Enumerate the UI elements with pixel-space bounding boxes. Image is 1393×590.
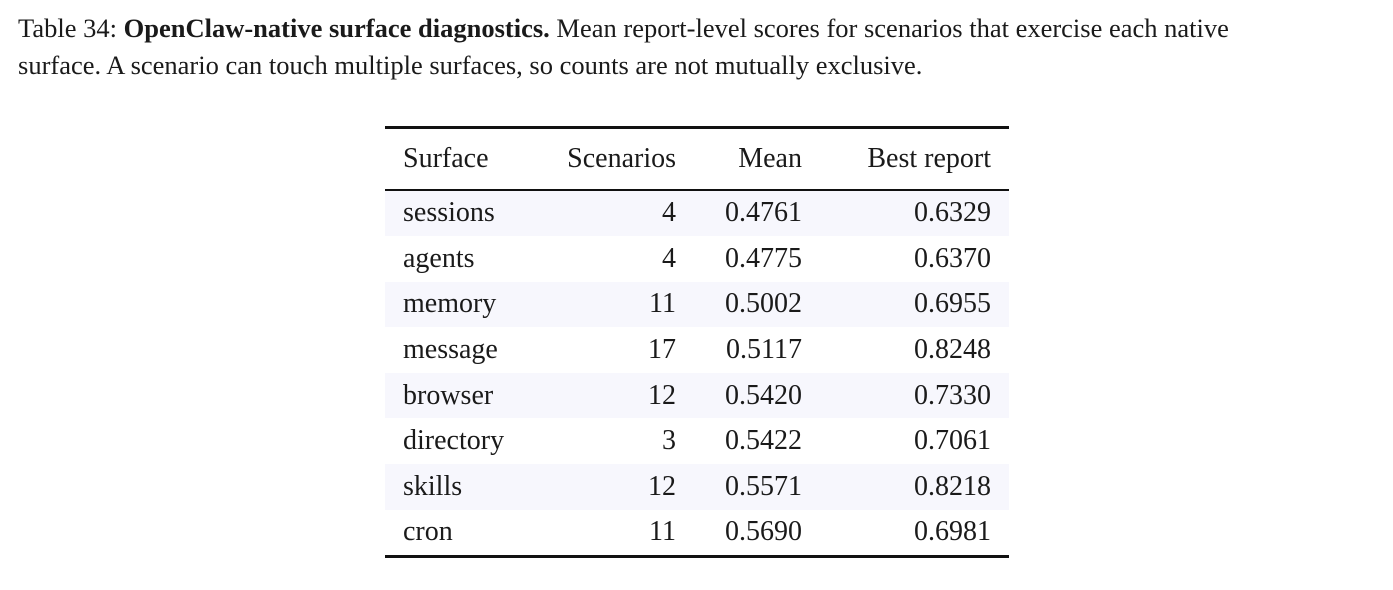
caption-label: Table 34: <box>18 13 124 43</box>
table-row: sessions 4 0.4761 0.6329 <box>385 190 1009 237</box>
cell-scenarios: 11 <box>539 281 700 328</box>
cell-surface: sessions <box>385 190 539 237</box>
table-row: cron 11 0.5690 0.6981 <box>385 510 1009 556</box>
caption-title: OpenClaw-native surface diagnostics. <box>123 13 550 43</box>
table-header-row: Surface Scenarios Mean Best report <box>385 129 1009 189</box>
table-row: message 17 0.5117 0.8248 <box>385 327 1009 373</box>
cell-mean: 0.4775 <box>725 242 802 274</box>
table-bottom-rule <box>385 555 1009 559</box>
cell-scenarios: 12 <box>539 464 700 510</box>
header-surface: Surface <box>403 143 489 174</box>
cell-scenarios: 4 <box>662 242 676 274</box>
table-header-rule <box>385 189 1009 191</box>
cell-surface: skills <box>385 464 539 510</box>
cell-best-report: 0.6981 <box>914 516 991 548</box>
cell-mean: 0.5420 <box>700 372 826 419</box>
caption-line-2: surface. A scenario can touch multiple s… <box>18 50 923 80</box>
cell-mean: 0.5002 <box>700 281 826 328</box>
table-row: directory 3 0.5422 0.7061 <box>385 418 1009 464</box>
cell-surface: browser <box>385 372 539 419</box>
caption-line-1: Table 34: OpenClaw-native surface diagno… <box>18 10 1383 47</box>
table-caption: Table 34: OpenClaw-native surface diagno… <box>18 10 1383 84</box>
cell-mean: 0.5690 <box>725 516 802 548</box>
cell-mean: 0.4761 <box>700 190 826 237</box>
header-best-report: Best report <box>867 143 991 174</box>
table-row: browser 12 0.5420 0.7330 <box>385 372 1009 419</box>
cell-surface: directory <box>403 425 505 457</box>
cell-surface: agents <box>403 242 475 274</box>
cell-best-report: 0.6329 <box>826 190 1009 237</box>
table-row: agents 4 0.4775 0.6370 <box>385 236 1009 282</box>
surface-diagnostics-table-body: sessions 4 0.4761 0.6329 agents 4 0.4775… <box>385 190 1009 556</box>
table-row: memory 11 0.5002 0.6955 <box>385 281 1009 328</box>
cell-scenarios: 3 <box>662 425 676 457</box>
cell-best-report: 0.6955 <box>826 281 1009 328</box>
cell-scenarios: 11 <box>649 516 676 548</box>
cell-mean: 0.5117 <box>726 334 802 366</box>
header-mean: Mean <box>738 143 802 174</box>
table-row: skills 12 0.5571 0.8218 <box>385 464 1009 510</box>
cell-scenarios: 12 <box>539 372 700 419</box>
cell-best-report: 0.7061 <box>914 425 991 457</box>
cell-mean: 0.5571 <box>700 464 826 510</box>
cell-surface: memory <box>385 281 539 328</box>
cell-best-report: 0.6370 <box>914 242 991 274</box>
table-top-rule <box>385 126 1009 129</box>
cell-best-report: 0.8218 <box>826 464 1009 510</box>
cell-scenarios: 17 <box>648 334 676 366</box>
caption-text-1: Mean report-level scores for scenarios t… <box>549 13 1229 43</box>
cell-mean: 0.5422 <box>725 425 802 457</box>
cell-best-report: 0.7330 <box>826 372 1009 419</box>
cell-surface: cron <box>403 516 453 548</box>
results-table-container: Surface Scenarios Mean Best report sessi… <box>385 126 1009 559</box>
cell-best-report: 0.8248 <box>914 334 991 366</box>
surface-diagnostics-table: Surface Scenarios Mean Best report <box>385 129 1009 189</box>
cell-scenarios: 4 <box>539 190 700 237</box>
header-scenarios: Scenarios <box>567 143 676 174</box>
cell-surface: message <box>403 334 498 366</box>
